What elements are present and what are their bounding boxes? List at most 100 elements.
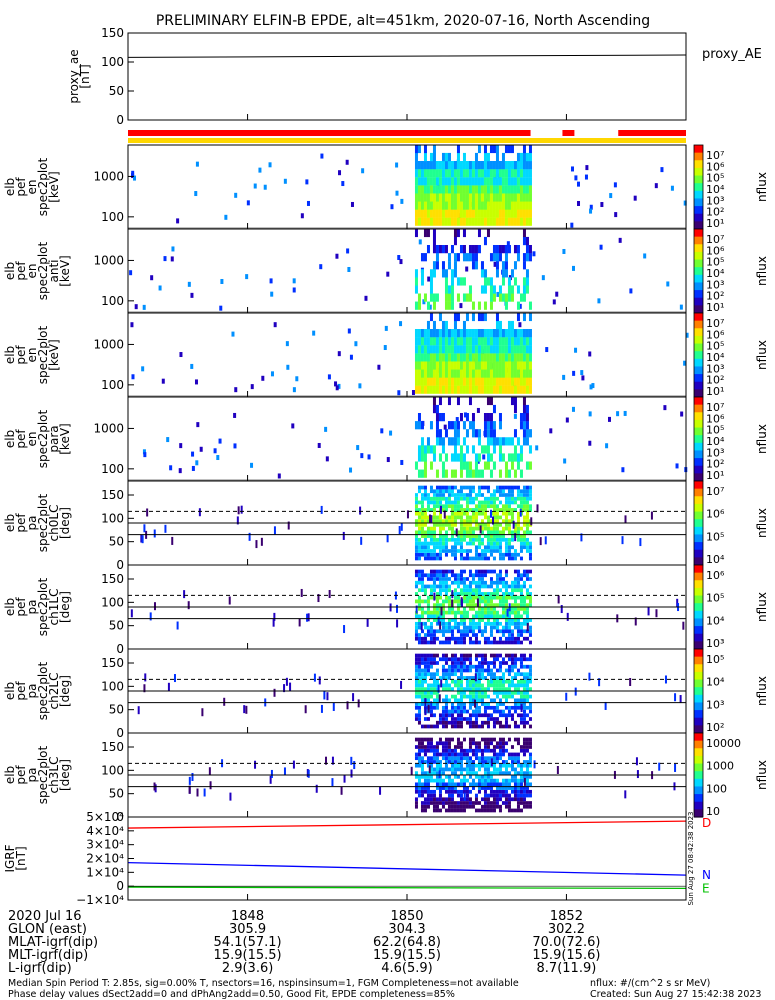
spectrogram-cell: [492, 285, 496, 294]
pitch-cell: [462, 580, 466, 585]
sparse-pixel: [300, 213, 304, 219]
spectrogram-cell: [510, 437, 514, 446]
pitch-cell: [429, 625, 433, 630]
pitch-cell: [516, 530, 520, 535]
pitch-cell: [438, 530, 442, 535]
ylabel-line: [keV]: [58, 423, 72, 454]
pitch-cell: [444, 657, 448, 662]
spectrogram-cell: [441, 369, 445, 378]
ylabel-line: spec2plot: [36, 745, 50, 804]
pitch-cell: [447, 786, 451, 790]
spectrogram-cell: [453, 261, 457, 270]
pitch-cell: [423, 493, 427, 497]
spectrogram-cell: [516, 253, 520, 262]
spectrogram-cell: [465, 193, 469, 202]
pitch-cell: [525, 610, 529, 615]
spectrogram-cell: [501, 169, 505, 178]
pitch-cell: [453, 786, 457, 790]
pitch-cell: [450, 661, 454, 665]
pitch-cell: [444, 489, 448, 494]
ytick-label: 150: [101, 572, 124, 586]
pitch-cell: [453, 511, 457, 516]
pitch-cell: [450, 672, 454, 677]
sparse-pixel: [129, 270, 133, 276]
pitch-cell: [522, 720, 526, 725]
pitch-cell: [426, 549, 430, 553]
pitch-cell: [492, 797, 496, 802]
pitch-cell: [420, 657, 424, 662]
pitch-cell: [444, 552, 448, 557]
spectrogram-cell: [432, 244, 436, 254]
pitch-cell: [477, 713, 481, 718]
pitch-cell: [471, 694, 475, 699]
pitch-cell: [480, 599, 484, 604]
pitch-cell: [504, 724, 508, 729]
sparse-pixel: [532, 251, 536, 257]
pitch-cell: [420, 786, 424, 790]
pitch-cell: [426, 702, 430, 706]
spectrogram-cell: [468, 185, 472, 194]
colorbar-segment: [694, 740, 703, 746]
sparse-pixel: [429, 514, 432, 523]
spectrogram-cell: [459, 361, 463, 370]
sparse-pixel: [269, 775, 272, 784]
pitch-cell: [426, 618, 430, 622]
pitch-cell: [489, 537, 493, 542]
sparse-pixel: [512, 520, 515, 529]
spectrogram-cell: [465, 461, 469, 470]
sparse-pixel: [140, 534, 143, 543]
pitch-cell: [444, 801, 448, 805]
spectrogram-cell: [453, 185, 457, 194]
pitch-cell: [483, 709, 487, 714]
pitch-cell: [480, 577, 484, 581]
sparse-pixel: [411, 390, 415, 396]
pitch-cell: [528, 577, 532, 581]
pitch-cell: [525, 603, 529, 607]
pitch-cell: [417, 763, 421, 768]
pitch-cell: [477, 610, 481, 615]
pitch-cell: [429, 741, 433, 746]
sparse-pixel: [292, 278, 296, 284]
pitch-cell: [513, 705, 517, 710]
pitch-cell: [435, 741, 439, 746]
pitch-cell: [468, 687, 472, 691]
sparse-pixel: [613, 182, 617, 188]
pitch-cell: [429, 595, 433, 600]
spectrogram-cell: [501, 293, 505, 302]
pitch-cell: [504, 515, 508, 520]
pitch-cell: [525, 537, 529, 542]
pitch-cell: [471, 618, 475, 622]
spectrogram-cell: [420, 337, 424, 346]
spectrogram-cell: [507, 193, 511, 202]
pitch-cell: [522, 676, 526, 680]
pitch-cell: [528, 664, 532, 669]
sparse-pixel: [566, 612, 569, 621]
spectrogram-cell: [432, 217, 436, 226]
pitch-cell: [483, 687, 487, 691]
pitch-cell: [486, 724, 490, 729]
sparse-pixel: [364, 295, 368, 301]
pitch-cell: [495, 625, 499, 630]
spectrogram-cell: [465, 209, 469, 218]
sparse-pixel: [455, 417, 459, 423]
pitch-cell: [447, 782, 451, 787]
colorbar-segment: [694, 771, 703, 776]
sparse-pixel: [246, 200, 250, 206]
ytick-label: 0: [116, 810, 124, 824]
pitch-cell: [468, 485, 472, 490]
sparse-pixel: [352, 693, 355, 702]
spectrogram-cell: [447, 285, 451, 294]
sparse-pixel: [131, 374, 135, 380]
pitch-cell: [513, 698, 517, 703]
pitch-cell: [477, 664, 481, 669]
pitch-cell: [471, 580, 475, 585]
sparse-pixel: [489, 509, 492, 518]
spectrogram-cell: [414, 269, 418, 278]
pitch-cell: [444, 713, 448, 718]
spectrogram-cell: [444, 385, 448, 394]
spectrogram-cell: [510, 461, 514, 470]
pitch-cell: [450, 607, 454, 611]
spectrogram-cell: [504, 361, 508, 370]
pitch-cell: [519, 621, 523, 626]
